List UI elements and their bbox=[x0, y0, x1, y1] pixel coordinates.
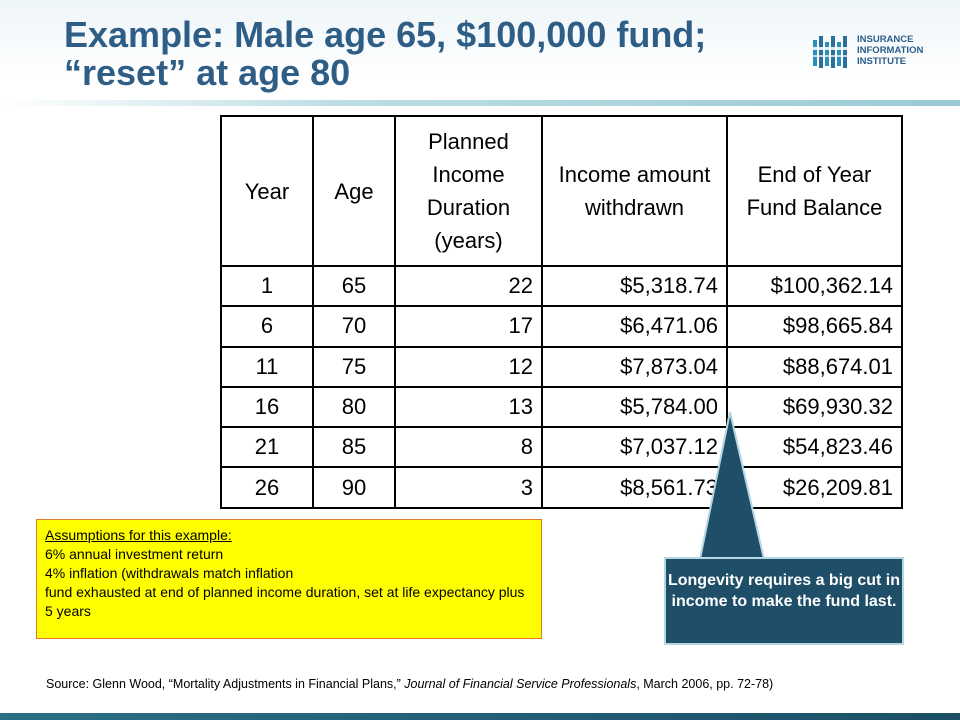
cell-balance: $88,674.01 bbox=[727, 347, 902, 387]
header-divider bbox=[0, 100, 960, 106]
source-journal: Journal of Financial Service Professiona… bbox=[404, 677, 636, 691]
iii-logo-icon bbox=[812, 34, 852, 70]
footer-bar bbox=[0, 713, 960, 720]
assumptions-box: Assumptions for this example: 6% annual … bbox=[36, 519, 542, 639]
source-suffix: , March 2006, pp. 72-78) bbox=[636, 677, 773, 691]
cell-balance: $100,362.14 bbox=[727, 266, 902, 306]
iii-logo-text: INSURANCE INFORMATION INSTITUTE bbox=[857, 34, 957, 67]
cell-duration: 3 bbox=[395, 467, 542, 507]
column-header-income-withdrawn: Income amount withdrawn bbox=[542, 116, 727, 266]
cell-balance: $98,665.84 bbox=[727, 306, 902, 346]
cell-income: $5,318.74 bbox=[542, 266, 727, 306]
source-citation: Source: Glenn Wood, “Mortality Adjustmen… bbox=[46, 677, 946, 691]
column-header-age: Age bbox=[313, 116, 395, 266]
cell-duration: 8 bbox=[395, 427, 542, 467]
cell-age: 70 bbox=[313, 306, 395, 346]
logo-line-1: INSURANCE bbox=[857, 34, 957, 45]
table-header-row: Year Age Planned Income Duration (years)… bbox=[221, 116, 902, 266]
cell-year: 6 bbox=[221, 306, 313, 346]
assumption-item: 4% inflation (withdrawals match inflatio… bbox=[45, 564, 533, 583]
cell-income: $6,471.06 bbox=[542, 306, 727, 346]
table-row: 6 70 17 $6,471.06 $98,665.84 bbox=[221, 306, 902, 346]
assumptions-heading: Assumptions for this example: bbox=[45, 526, 533, 545]
cell-age: 85 bbox=[313, 427, 395, 467]
logo-line-3: INSTITUTE bbox=[857, 56, 957, 67]
cell-year: 21 bbox=[221, 427, 313, 467]
cell-age: 65 bbox=[313, 266, 395, 306]
cell-age: 75 bbox=[313, 347, 395, 387]
cell-year: 26 bbox=[221, 467, 313, 507]
cell-year: 16 bbox=[221, 387, 313, 427]
column-header-end-balance: End of Year Fund Balance bbox=[727, 116, 902, 266]
cell-duration: 17 bbox=[395, 306, 542, 346]
cell-year: 11 bbox=[221, 347, 313, 387]
logo-line-2: INFORMATION bbox=[857, 45, 957, 56]
cell-age: 90 bbox=[313, 467, 395, 507]
column-header-year: Year bbox=[221, 116, 313, 266]
fund-withdrawal-table: Year Age Planned Income Duration (years)… bbox=[220, 115, 903, 509]
cell-income: $7,873.04 bbox=[542, 347, 727, 387]
slide-title-line-1: Example: Male age 65, $100,000 fund; bbox=[64, 16, 784, 54]
slide-title-line-2: “reset” at age 80 bbox=[64, 54, 784, 92]
longevity-callout: Longevity requires a big cut in income t… bbox=[664, 557, 904, 645]
slide-title: Example: Male age 65, $100,000 fund; “re… bbox=[64, 16, 784, 92]
cell-age: 80 bbox=[313, 387, 395, 427]
table-row: 16 80 13 $5,784.00 $69,930.32 bbox=[221, 387, 902, 427]
column-header-planned-duration: Planned Income Duration (years) bbox=[395, 116, 542, 266]
cell-duration: 13 bbox=[395, 387, 542, 427]
table-row: 21 85 8 $7,037.12 $54,823.46 bbox=[221, 427, 902, 467]
table-row: 1 65 22 $5,318.74 $100,362.14 bbox=[221, 266, 902, 306]
assumption-item: fund exhausted at end of planned income … bbox=[45, 583, 533, 621]
iii-logo: INSURANCE INFORMATION INSTITUTE bbox=[812, 30, 952, 72]
callout-pointer bbox=[660, 410, 780, 560]
cell-year: 1 bbox=[221, 266, 313, 306]
source-prefix: Source: Glenn Wood, “Mortality Adjustmen… bbox=[46, 677, 404, 691]
table-row: 26 90 3 $8,561.73 $26,209.81 bbox=[221, 467, 902, 507]
cell-duration: 22 bbox=[395, 266, 542, 306]
table-row: 11 75 12 $7,873.04 $88,674.01 bbox=[221, 347, 902, 387]
cell-duration: 12 bbox=[395, 347, 542, 387]
assumption-item: 6% annual investment return bbox=[45, 545, 533, 564]
